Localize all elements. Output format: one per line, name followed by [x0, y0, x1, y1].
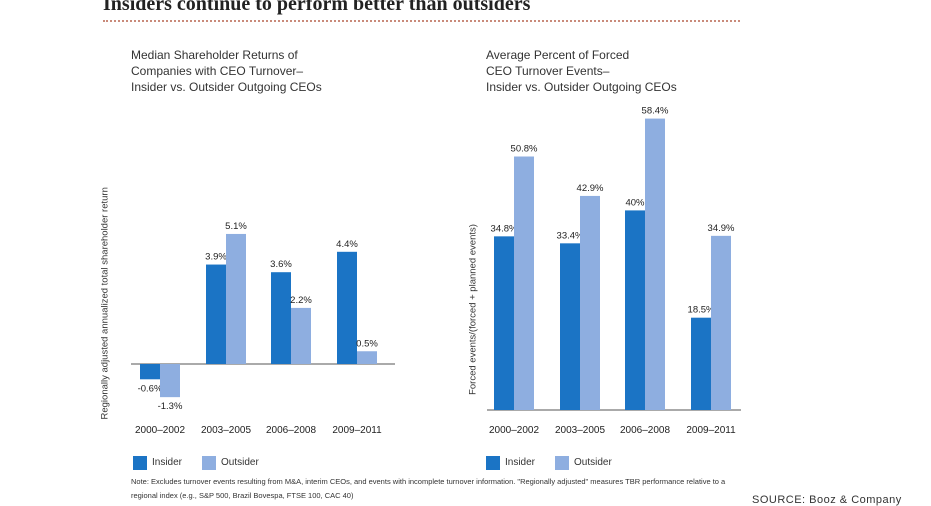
bar-outsider-3	[291, 307, 311, 364]
category-label-2: 2003–2005	[555, 425, 605, 436]
bar-insider-3	[271, 272, 291, 364]
bar-outsider-4	[711, 235, 731, 410]
bar-insider-1	[140, 364, 160, 380]
data-label-outsider-4: 0.5%	[356, 338, 378, 349]
data-label-outsider-1: -1.3%	[158, 401, 183, 412]
data-label-outsider-3: 2.2%	[290, 295, 312, 306]
bar-insider-2	[206, 264, 226, 364]
headline: Insiders continue to perform better than…	[103, 0, 531, 15]
bar-insider-4	[337, 251, 357, 364]
category-label-4: 2009–2011	[332, 425, 382, 436]
footnote: Note: Excludes turnover events resulting…	[131, 477, 726, 500]
data-label-outsider-1: 50.8%	[511, 144, 538, 155]
data-label-insider-1: -0.6%	[138, 383, 163, 394]
legend-label-insider: Insider	[152, 457, 183, 468]
legend-swatch-outsider	[555, 456, 569, 470]
bar-outsider-4	[357, 351, 377, 364]
data-label-outsider-3: 58.4%	[642, 106, 669, 117]
bar-outsider-2	[226, 233, 246, 364]
legend-label-outsider: Outsider	[221, 457, 259, 468]
bar-insider-1	[494, 236, 514, 410]
legend-label-insider: Insider	[505, 457, 536, 468]
source-credit: SOURCE: Booz & Company	[752, 494, 902, 506]
right-chart-title: Average Percent of Forced CEO Turnover E…	[486, 48, 677, 94]
bar-outsider-2	[580, 195, 600, 410]
legend-swatch-insider	[133, 456, 147, 470]
dotted-divider	[103, 20, 740, 22]
data-label-insider-2: 33.4%	[557, 230, 584, 241]
bar-outsider-1	[160, 364, 180, 398]
legend-swatch-outsider	[202, 456, 216, 470]
category-label-4: 2009–2011	[686, 425, 736, 436]
data-label-insider-4: 18.5%	[688, 305, 715, 316]
category-label-2: 2003–2005	[201, 425, 251, 436]
data-label-insider-4: 4.4%	[336, 239, 358, 250]
category-label-1: 2000–2002	[489, 425, 539, 436]
legend-swatch-insider	[486, 456, 500, 470]
bar-outsider-1	[514, 156, 534, 410]
bar-insider-4	[691, 317, 711, 410]
legend-label-outsider: Outsider	[574, 457, 612, 468]
bar-outsider-3	[645, 118, 665, 411]
bar-insider-2	[560, 243, 580, 410]
data-label-outsider-2: 42.9%	[577, 183, 604, 194]
data-label-insider-2: 3.9%	[205, 252, 227, 263]
category-label-1: 2000–2002	[135, 425, 185, 436]
data-label-outsider-4: 34.9%	[708, 223, 735, 234]
data-label-insider-3: 3.6%	[270, 259, 292, 270]
left-chart-title: Median Shareholder Returns of Companies …	[131, 48, 322, 94]
data-label-insider-1: 34.8%	[491, 223, 518, 234]
data-label-outsider-2: 5.1%	[225, 221, 247, 232]
data-label-insider-3: 40%	[625, 197, 645, 208]
bar-insider-3	[625, 210, 645, 410]
category-label-3: 2006–2008	[266, 425, 316, 436]
category-label-3: 2006–2008	[620, 425, 670, 436]
